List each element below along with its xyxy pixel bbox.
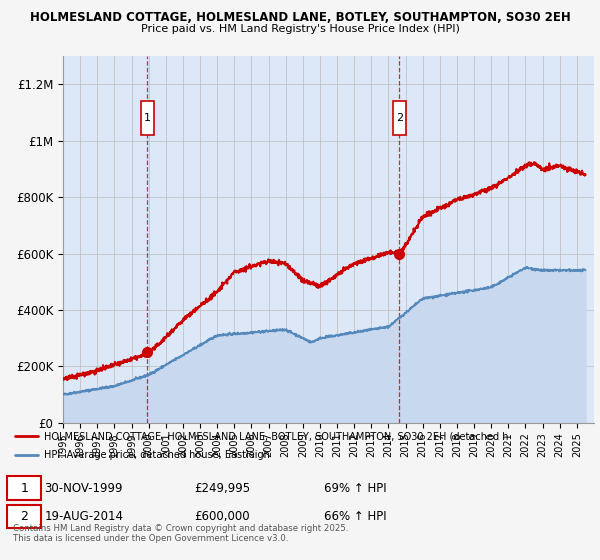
Text: HOLMESLAND COTTAGE, HOLMESLAND LANE, BOTLEY, SOUTHAMPTON, SO30 2EH: HOLMESLAND COTTAGE, HOLMESLAND LANE, BOT… [29,11,571,24]
FancyBboxPatch shape [141,101,154,135]
Text: HOLMESLAND COTTAGE, HOLMESLAND LANE, BOTLEY, SOUTHAMPTON, SO30 2EH (detached h: HOLMESLAND COTTAGE, HOLMESLAND LANE, BOT… [44,431,509,441]
Text: 66% ↑ HPI: 66% ↑ HPI [323,510,386,523]
Text: £600,000: £600,000 [194,510,250,523]
Text: 2: 2 [395,113,403,123]
Text: Price paid vs. HM Land Registry's House Price Index (HPI): Price paid vs. HM Land Registry's House … [140,24,460,34]
Text: 2: 2 [20,510,28,523]
Text: £249,995: £249,995 [194,482,250,494]
Text: 30-NOV-1999: 30-NOV-1999 [44,482,123,494]
Text: 19-AUG-2014: 19-AUG-2014 [44,510,123,523]
FancyBboxPatch shape [7,505,41,528]
Text: HPI: Average price, detached house, Eastleigh: HPI: Average price, detached house, East… [44,450,270,460]
Text: 69% ↑ HPI: 69% ↑ HPI [323,482,386,494]
Text: Contains HM Land Registry data © Crown copyright and database right 2025.
This d: Contains HM Land Registry data © Crown c… [13,524,349,543]
FancyBboxPatch shape [393,101,406,135]
Text: 1: 1 [144,113,151,123]
FancyBboxPatch shape [7,477,41,500]
Text: 1: 1 [20,482,28,494]
